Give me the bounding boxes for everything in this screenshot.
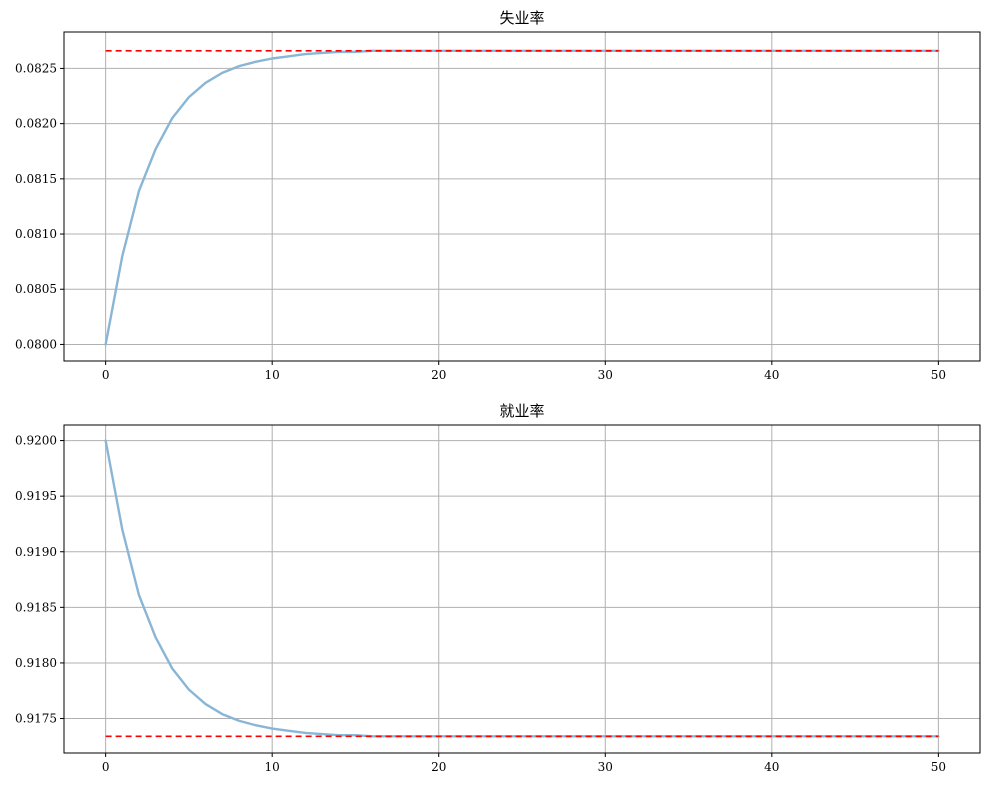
y-tick-label: 0.0800 [15, 337, 57, 351]
y-tick-label: 0.0805 [15, 282, 57, 296]
x-tick-label: 50 [931, 760, 946, 774]
y-tick-label: 0.9200 [15, 434, 57, 448]
chart-ticks-unemployment: 0 10 20 30 40 50 0.0800 0.0805 0.0810 0.0815 0.082… [15, 61, 946, 382]
chart-title-unemployment: 失业率 [499, 9, 544, 27]
chart-panel-employment: 就业率 0 10 20 30 40 500.91750.91800.91850.91900… [15, 402, 981, 774]
y-tick-label: 0.0820 [15, 117, 57, 131]
chart-title-employment: 就业率 [499, 402, 544, 420]
x-tick-label: 20 [431, 368, 446, 382]
rate-series-line [104, 439, 940, 738]
y-tick-label: 0.9190 [15, 545, 57, 559]
chart-grid-employment [64, 425, 980, 753]
y-tick-label: 0.9195 [15, 489, 57, 503]
plot-frame-employment [63, 424, 981, 754]
y-tick-label: 0.9180 [15, 656, 57, 670]
x-tick-label: 10 [265, 760, 280, 774]
y-tick-label: 0.0825 [15, 61, 57, 75]
x-tick-label: 30 [598, 368, 613, 382]
x-tick-label: 0 [102, 760, 110, 774]
x-tick-label: 0 [102, 368, 110, 382]
y-tick-label: 0.0810 [15, 227, 57, 241]
x-tick-label: 50 [931, 368, 946, 382]
y-tick-label: 0.9185 [15, 600, 57, 614]
x-tick-label: 20 [431, 760, 446, 774]
x-tick-label: 40 [764, 760, 779, 774]
rate-series-line [104, 49, 940, 346]
y-tick-label: 0.9175 [15, 712, 57, 726]
chart-ticks-employment: 0 10 20 30 40 50 0.9175 0.9180 0.9185 0.9190 0.919… [15, 434, 946, 774]
x-tick-label: 10 [265, 368, 280, 382]
chart-series-unemployment [104, 49, 940, 346]
chart-series-employment [104, 439, 940, 738]
y-tick-label: 0.0815 [15, 172, 57, 186]
plot-frame-unemployment [63, 31, 981, 362]
chart-grid-unemployment [64, 32, 980, 361]
x-tick-label: 40 [764, 368, 779, 382]
chart-panel-unemployment: 失业率 0 10 20 30 40 500.08000.08050.08100.08150… [15, 9, 981, 382]
x-tick-label: 30 [598, 760, 613, 774]
